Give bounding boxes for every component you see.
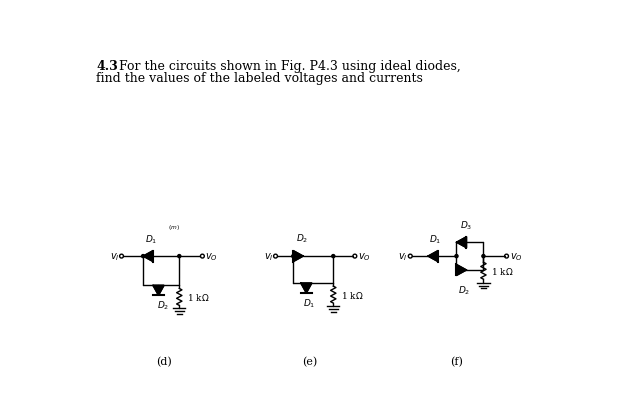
Text: $D_1$: $D_1$ [145,232,158,245]
Text: (d): (d) [156,356,172,366]
Text: $D_1$: $D_1$ [303,297,315,309]
Text: $v_O$: $v_O$ [358,251,371,262]
Text: 1 k$\Omega$: 1 k$\Omega$ [491,265,514,276]
Text: 1 k$\Omega$: 1 k$\Omega$ [341,290,363,300]
Polygon shape [143,251,153,262]
Circle shape [482,255,485,258]
Circle shape [292,255,295,258]
Text: $D_3$: $D_3$ [460,219,472,231]
Circle shape [178,255,181,258]
Circle shape [142,255,145,258]
Text: 1 k$\Omega$: 1 k$\Omega$ [187,292,209,303]
Text: $v_O$: $v_O$ [206,251,218,262]
Text: $v_I$: $v_I$ [110,251,119,262]
Text: For the circuits shown in Fig. P4.3 using ideal diodes,: For the circuits shown in Fig. P4.3 usin… [115,60,460,73]
Polygon shape [301,283,312,293]
Text: $v_O$: $v_O$ [510,251,522,262]
Circle shape [455,255,458,258]
Circle shape [332,255,335,258]
Text: $v_I$: $v_I$ [264,251,273,262]
Text: $D_2$: $D_2$ [296,232,308,244]
Polygon shape [428,251,438,262]
Text: $D_1$: $D_1$ [428,232,441,245]
Text: find the values of the labeled voltages and currents: find the values of the labeled voltages … [96,72,423,85]
Text: (f): (f) [450,356,463,366]
Polygon shape [456,265,466,276]
Text: $D_2$: $D_2$ [157,299,170,311]
Text: 4.3: 4.3 [96,60,118,73]
Text: $_{(m)}$: $_{(m)}$ [168,223,179,234]
Text: $D_2$: $D_2$ [458,283,470,296]
Polygon shape [153,285,164,296]
Text: (e): (e) [302,356,318,366]
Polygon shape [293,251,303,262]
Polygon shape [456,237,466,248]
Text: $v_I$: $v_I$ [399,251,408,262]
